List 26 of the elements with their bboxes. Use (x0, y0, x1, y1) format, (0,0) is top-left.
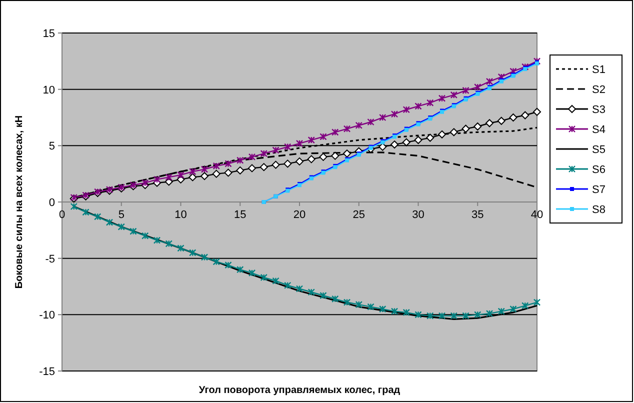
x-tick-label: 15 (234, 209, 246, 221)
x-tick-label: 10 (174, 209, 187, 221)
y-tick-label: 15 (42, 28, 55, 40)
y-tick-label: 0 (48, 197, 55, 209)
y-tick-label: 10 (42, 84, 55, 96)
legend-label: S5 (592, 144, 606, 156)
legend-label: S4 (592, 124, 606, 136)
legend-label: S8 (592, 204, 606, 216)
legend-label: S1 (592, 64, 606, 76)
y-tick-label: -5 (45, 253, 55, 266)
x-tick-label: 30 (412, 209, 424, 221)
x-tick-label: 25 (352, 209, 365, 221)
x-tick-label: 35 (472, 209, 484, 221)
x-tick-label: 40 (530, 209, 544, 221)
legend-label: S7 (592, 184, 606, 196)
x-tick-label: 20 (293, 209, 306, 221)
x-tick-label: 5 (118, 209, 124, 221)
legend-label: S2 (592, 84, 606, 96)
legend-label: S3 (592, 104, 606, 116)
x-tick-label: 0 (58, 209, 66, 221)
y-tick-label: 5 (48, 140, 55, 153)
legend-label: S6 (592, 164, 606, 176)
y-tick-label: -15 (39, 366, 55, 378)
y-axis-title: Боковые силы на всех колесах, кН (14, 115, 25, 289)
y-tick-label: -10 (39, 310, 55, 322)
x-axis-title: Угол поворота управляемых колес, град (198, 385, 401, 396)
